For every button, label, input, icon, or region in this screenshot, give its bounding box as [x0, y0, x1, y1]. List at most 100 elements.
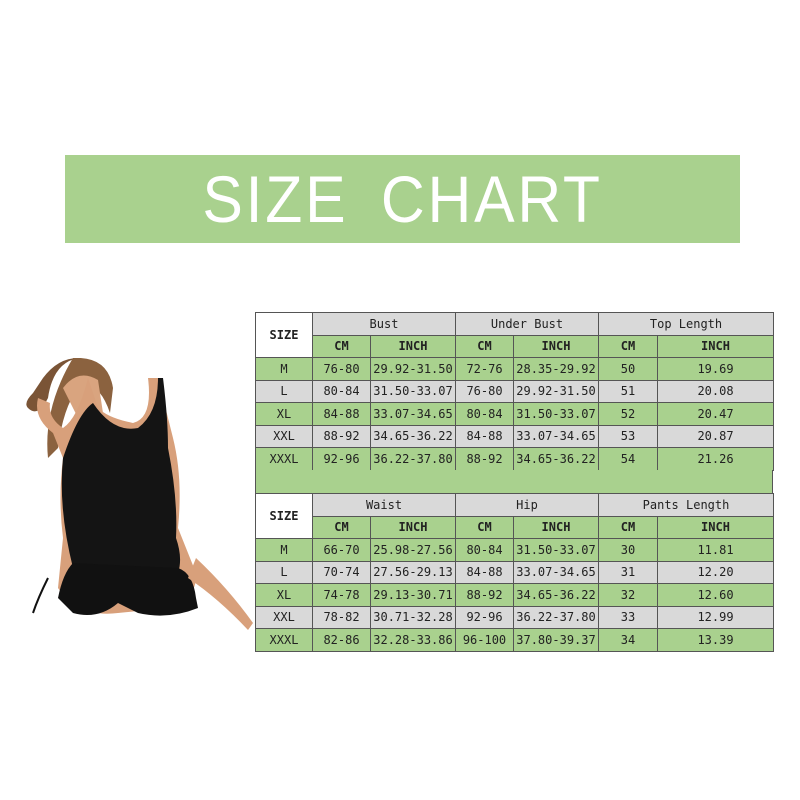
header-row: SIZE Waist Hip Pants Length: [255, 493, 774, 539]
group-header: Waist: [312, 493, 456, 517]
size-cell: XXXL: [255, 628, 313, 652]
value-cell: 66-70: [312, 538, 371, 562]
value-cell: 53: [598, 424, 658, 448]
value-cell: 31.50-33.07: [370, 379, 456, 403]
value-cell: 33: [598, 605, 658, 629]
value-cell: 29.92-31.50: [513, 379, 599, 403]
value-cell: 34.65-36.22: [513, 583, 599, 607]
unit-header: INCH: [370, 515, 456, 539]
unit-header: CM: [598, 515, 658, 539]
value-cell: 78-82: [312, 605, 371, 629]
size-header: SIZE: [255, 312, 313, 358]
value-cell: 80-84: [455, 402, 514, 426]
value-cell: 32: [598, 583, 658, 607]
table-row: L 70-74 27.56-29.13 84-88 33.07-34.65 31 12.20: [255, 560, 774, 584]
value-cell: 13.39: [657, 628, 774, 652]
value-cell: 80-84: [312, 379, 371, 403]
table-row: XXL 88-92 34.65-36.22 84-88 33.07-34.65 53 20.…: [255, 424, 774, 448]
unit-header: INCH: [657, 334, 774, 358]
value-cell: 80-84: [455, 538, 514, 562]
size-header: SIZE: [255, 493, 313, 539]
table-divider: [255, 470, 773, 493]
value-cell: 32.28-33.86: [370, 628, 456, 652]
value-cell: 30.71-32.28: [370, 605, 456, 629]
value-cell: 27.56-29.13: [370, 560, 456, 584]
table-row: M 76-80 29.92-31.50 72-76 28.35-29.92 50 19.69: [255, 357, 774, 381]
value-cell: 50: [598, 357, 658, 381]
value-cell: 30: [598, 538, 658, 562]
model-photo-tankini: [26, 358, 253, 630]
value-cell: 52: [598, 402, 658, 426]
size-cell: XXL: [255, 424, 313, 448]
value-cell: 88-92: [312, 424, 371, 448]
value-cell: 31: [598, 560, 658, 584]
unit-header: INCH: [513, 334, 599, 358]
value-cell: 12.99: [657, 605, 774, 629]
value-cell: 82-86: [312, 628, 371, 652]
value-cell: 34.65-36.22: [370, 424, 456, 448]
bottom-size-table: SIZE Waist Hip Pants Length CM INCH CM INCH CM IN…: [255, 493, 774, 652]
value-cell: 96-100: [455, 628, 514, 652]
value-cell: 11.81: [657, 538, 774, 562]
value-cell: 12.60: [657, 583, 774, 607]
value-cell: 37.80-39.37: [513, 628, 599, 652]
size-chart-banner: SIZE CHART: [65, 155, 740, 243]
value-cell: 92-96: [455, 605, 514, 629]
value-cell: 84-88: [455, 424, 514, 448]
unit-header: CM: [455, 515, 514, 539]
value-cell: 33.07-34.65: [513, 424, 599, 448]
value-cell: 51: [598, 379, 658, 403]
size-cell: XL: [255, 583, 313, 607]
value-cell: 12.20: [657, 560, 774, 584]
table-row: XL 84-88 33.07-34.65 80-84 31.50-33.07 52 20.4…: [255, 402, 774, 426]
group-header: Under Bust: [455, 312, 599, 336]
unit-header: INCH: [513, 515, 599, 539]
group-header: Hip: [455, 493, 599, 517]
value-cell: 29.13-30.71: [370, 583, 456, 607]
table-row: XXL 78-82 30.71-32.28 92-96 36.22-37.80 33 12.…: [255, 605, 774, 629]
table-row: M 66-70 25.98-27.56 80-84 31.50-33.07 30 11.81: [255, 538, 774, 562]
value-cell: 25.98-27.56: [370, 538, 456, 562]
unit-header: CM: [598, 334, 658, 358]
unit-header: CM: [312, 515, 371, 539]
value-cell: 33.07-34.65: [513, 560, 599, 584]
value-cell: 92-96: [312, 447, 371, 471]
value-cell: 29.92-31.50: [370, 357, 456, 381]
value-cell: 36.22-37.80: [370, 447, 456, 471]
unit-header: CM: [455, 334, 514, 358]
value-cell: 84-88: [455, 560, 514, 584]
size-cell: XXXL: [255, 447, 313, 471]
value-cell: 84-88: [312, 402, 371, 426]
header-row: SIZE Bust Under Bust Top Length: [255, 312, 774, 358]
value-cell: 28.35-29.92: [513, 357, 599, 381]
value-cell: 31.50-33.07: [513, 538, 599, 562]
unit-row: CM INCH CM INCH CM INCH: [256, 334, 774, 358]
size-cell: L: [255, 379, 313, 403]
group-header: Top Length: [598, 312, 774, 336]
size-cell: M: [255, 357, 313, 381]
value-cell: 74-78: [312, 583, 371, 607]
value-cell: 72-76: [455, 357, 514, 381]
value-cell: 34: [598, 628, 658, 652]
value-cell: 20.47: [657, 402, 774, 426]
group-header: Bust: [312, 312, 456, 336]
group-header: Pants Length: [598, 493, 774, 517]
value-cell: 76-80: [455, 379, 514, 403]
value-cell: 88-92: [455, 447, 514, 471]
size-cell: XXL: [255, 605, 313, 629]
size-cell: XL: [255, 402, 313, 426]
table-row: XXXL 82-86 32.28-33.86 96-100 37.80-39.37 34 1…: [255, 628, 774, 652]
value-cell: 34.65-36.22: [513, 447, 599, 471]
value-cell: 31.50-33.07: [513, 402, 599, 426]
page-title: SIZE CHART: [202, 162, 603, 236]
value-cell: 70-74: [312, 560, 371, 584]
value-cell: 36.22-37.80: [513, 605, 599, 629]
top-size-table: SIZE Bust Under Bust Top Length CM INCH CM INCH…: [255, 312, 774, 471]
unit-header: INCH: [657, 515, 774, 539]
value-cell: 33.07-34.65: [370, 402, 456, 426]
value-cell: 88-92: [455, 583, 514, 607]
value-cell: 54: [598, 447, 658, 471]
value-cell: 20.08: [657, 379, 774, 403]
value-cell: 19.69: [657, 357, 774, 381]
table-row: XL 74-78 29.13-30.71 88-92 34.65-36.22 32 12.6…: [255, 583, 774, 607]
